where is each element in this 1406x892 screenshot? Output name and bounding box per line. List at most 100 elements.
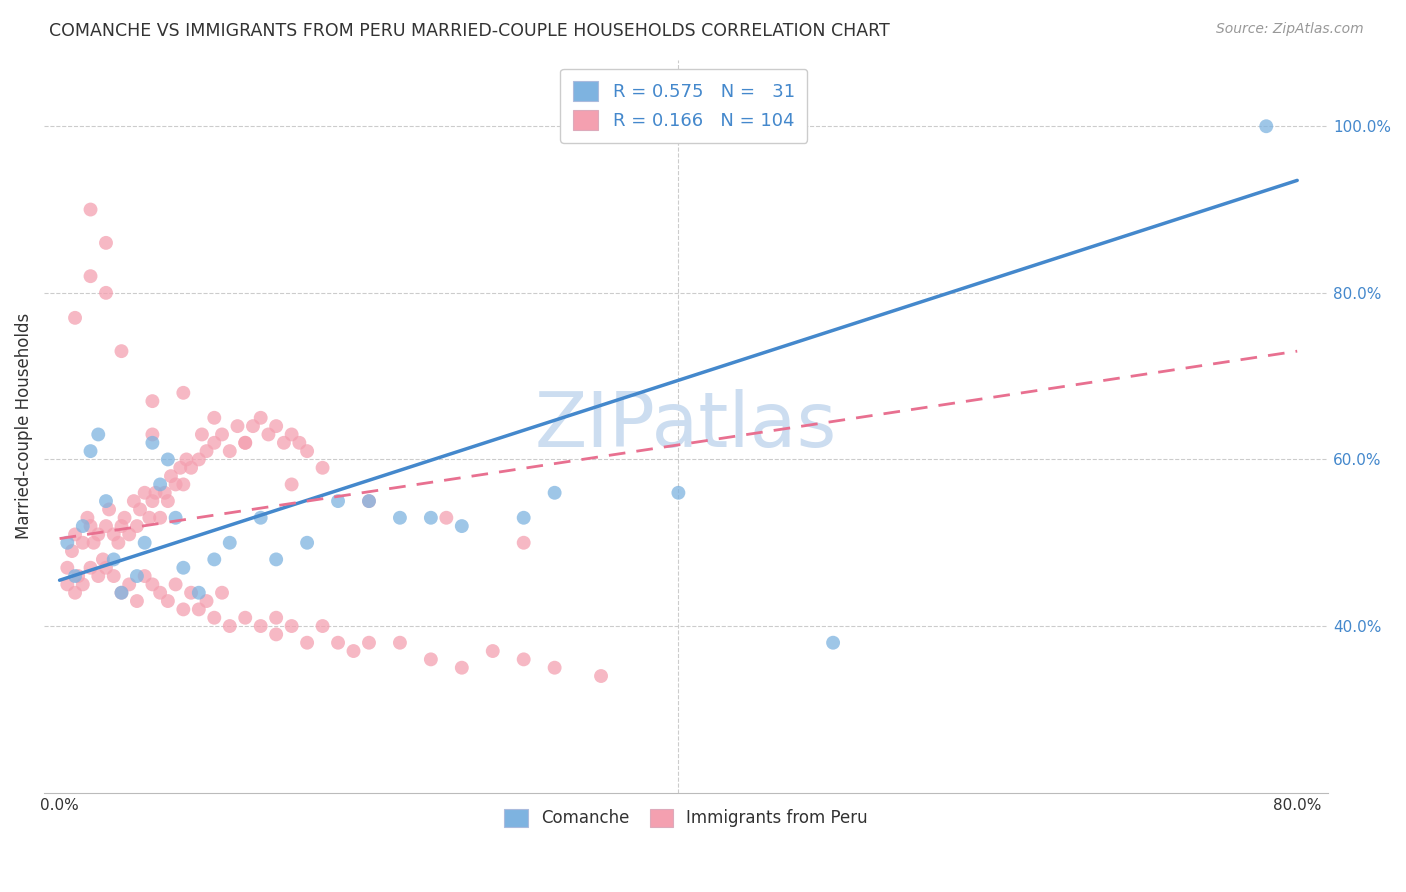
Point	[107, 535, 129, 549]
Point	[83, 535, 105, 549]
Point	[60, 544, 83, 558]
Point	[176, 452, 198, 467]
Point	[195, 594, 218, 608]
Point	[165, 510, 187, 524]
Point	[311, 460, 333, 475]
Point	[103, 569, 125, 583]
Point	[141, 394, 163, 409]
Point	[357, 494, 380, 508]
Point	[218, 535, 240, 549]
Point	[481, 644, 503, 658]
Point	[202, 410, 225, 425]
Point	[94, 494, 117, 508]
Point	[94, 519, 117, 533]
Point	[94, 560, 117, 574]
Point	[180, 460, 202, 475]
Point	[72, 519, 94, 533]
Point	[110, 585, 132, 599]
Point	[326, 636, 349, 650]
Point	[434, 510, 457, 524]
Point	[388, 510, 411, 524]
Point	[288, 435, 311, 450]
Point	[242, 419, 264, 434]
Point	[1256, 120, 1278, 134]
Point	[79, 560, 101, 574]
Point	[202, 611, 225, 625]
Point	[195, 444, 218, 458]
Point	[233, 435, 256, 450]
Point	[110, 519, 132, 533]
Point	[202, 552, 225, 566]
Point	[63, 569, 86, 583]
Point	[63, 527, 86, 541]
Point	[160, 469, 183, 483]
Point	[202, 435, 225, 450]
Point	[153, 485, 176, 500]
Point	[149, 510, 172, 524]
Point	[249, 510, 271, 524]
Point	[79, 519, 101, 533]
Point	[56, 560, 79, 574]
Text: COMANCHE VS IMMIGRANTS FROM PERU MARRIED-COUPLE HOUSEHOLDS CORRELATION CHART: COMANCHE VS IMMIGRANTS FROM PERU MARRIED…	[49, 22, 890, 40]
Legend: Comanche, Immigrants from Peru: Comanche, Immigrants from Peru	[496, 800, 876, 836]
Point	[295, 535, 318, 549]
Point	[249, 410, 271, 425]
Point	[87, 527, 110, 541]
Point	[72, 577, 94, 591]
Point	[141, 577, 163, 591]
Point	[823, 636, 845, 650]
Point	[211, 585, 233, 599]
Point	[419, 652, 441, 666]
Text: ZIPatlas: ZIPatlas	[534, 389, 838, 463]
Point	[141, 494, 163, 508]
Point	[125, 519, 148, 533]
Point	[149, 477, 172, 491]
Point	[165, 577, 187, 591]
Point	[512, 535, 534, 549]
Point	[172, 560, 194, 574]
Point	[145, 485, 167, 500]
Point	[56, 535, 79, 549]
Point	[226, 419, 249, 434]
Point	[156, 494, 179, 508]
Point	[450, 661, 472, 675]
Point	[512, 652, 534, 666]
Point	[169, 460, 191, 475]
Point	[264, 419, 287, 434]
Point	[264, 627, 287, 641]
Point	[172, 477, 194, 491]
Point	[87, 569, 110, 583]
Point	[79, 269, 101, 284]
Point	[280, 477, 302, 491]
Point	[67, 569, 90, 583]
Point	[63, 310, 86, 325]
Point	[122, 494, 145, 508]
Point	[264, 552, 287, 566]
Point	[295, 444, 318, 458]
Point	[138, 510, 160, 524]
Point	[589, 669, 612, 683]
Point	[273, 435, 295, 450]
Point	[512, 510, 534, 524]
Point	[357, 494, 380, 508]
Point	[311, 619, 333, 633]
Point	[156, 452, 179, 467]
Point	[103, 527, 125, 541]
Point	[218, 619, 240, 633]
Point	[419, 510, 441, 524]
Point	[103, 552, 125, 566]
Point	[264, 611, 287, 625]
Point	[91, 552, 114, 566]
Point	[450, 519, 472, 533]
Point	[141, 427, 163, 442]
Point	[187, 452, 209, 467]
Point	[342, 644, 364, 658]
Point	[543, 485, 565, 500]
Point	[98, 502, 121, 516]
Point	[110, 585, 132, 599]
Point	[63, 585, 86, 599]
Point	[187, 585, 209, 599]
Point	[94, 235, 117, 250]
Point	[191, 427, 214, 442]
Point	[543, 661, 565, 675]
